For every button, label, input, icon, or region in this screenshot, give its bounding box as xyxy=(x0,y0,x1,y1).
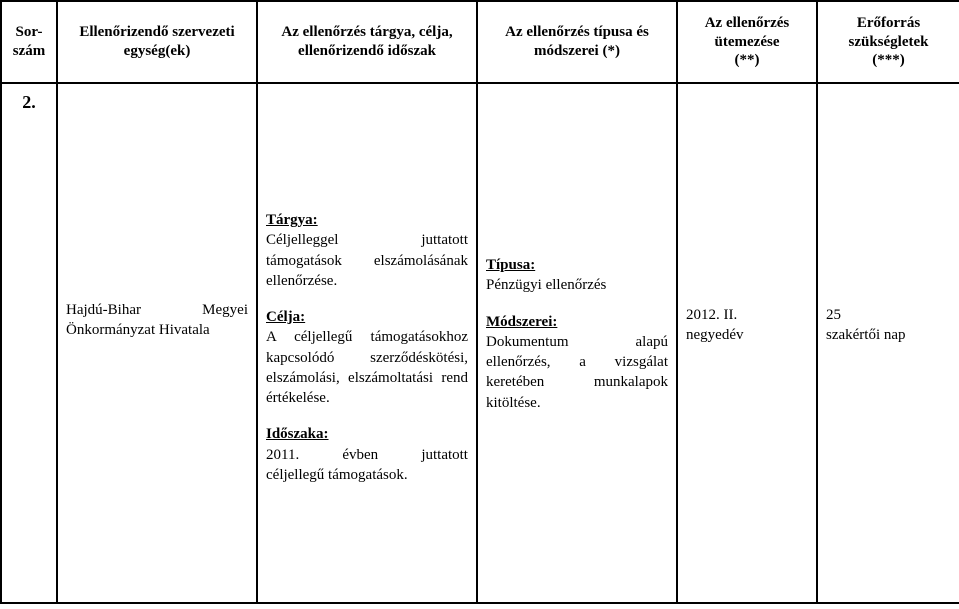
idoszak-l1-mid: évben xyxy=(342,445,378,465)
header-tipus-text: Az ellenőrzés típusa és módszerei (*) xyxy=(505,24,649,59)
szervezet-line2: Önkormányzat Hivatala xyxy=(66,320,248,340)
tipus-text: Pénzügyi ellenőrzés xyxy=(486,275,668,295)
audit-plan-table: Sor- szám Ellenőrizendő szervezeti egysé… xyxy=(0,0,959,604)
szervezet-l1-left: Hajdú-Bihar xyxy=(66,300,141,320)
tipus-label: Típusa: xyxy=(486,255,668,275)
szervezet-l1-right: Megyei xyxy=(202,300,248,320)
table-row: 2. Hajdú-Bihar Megyei Önkormányzat Hivat… xyxy=(1,83,959,603)
cell-eroforr: 25 szakértői nap xyxy=(817,83,959,603)
modszerei-text: ellenőrzés, a vizsgálat keretében munkal… xyxy=(486,352,668,413)
eroforr-line1: 25 xyxy=(826,305,951,325)
targy-l1-left: Céljelleggel xyxy=(266,230,338,250)
cell-utem: 2012. II. negyedév xyxy=(677,83,817,603)
targy-label: Tárgya: xyxy=(266,210,468,230)
idoszak-l1-left: 2011. xyxy=(266,445,299,465)
idoszak-l1-right: juttatott xyxy=(421,445,468,465)
header-targy: Az ellenőrzés tárgya, célja, ellenőrizen… xyxy=(257,1,477,83)
header-targy-text: Az ellenőrzés tárgya, célja, ellenőrizen… xyxy=(281,24,452,59)
mod-l1-right: alapú xyxy=(636,332,668,352)
header-tipus: Az ellenőrzés típusa és módszerei (*) xyxy=(477,1,677,83)
celja-label: Célja: xyxy=(266,307,468,327)
celja-text: A céljellegű támogatásokhoz kapcsolódó s… xyxy=(266,327,468,408)
idoszak-line1: 2011. évben juttatott xyxy=(266,445,468,465)
mod-l1-left: Dokumentum xyxy=(486,332,569,352)
cell-targy: Tárgya: Céljelleggel juttatott támogatás… xyxy=(257,83,477,603)
utem-line2: negyedév xyxy=(686,325,808,345)
table-header-row: Sor- szám Ellenőrizendő szervezeti egysé… xyxy=(1,1,959,83)
header-sorszam: Sor- szám xyxy=(1,1,57,83)
header-eroforr-text: Erőforrás szükségletek (***) xyxy=(849,15,929,69)
header-utem: Az ellenőrzés ütemezése (**) xyxy=(677,1,817,83)
cell-sorszam: 2. xyxy=(1,83,57,603)
header-szervezet-text: Ellenőrizendő szervezeti egység(ek) xyxy=(79,24,234,59)
targy-text: támogatások elszámolásának ellenőrzése. xyxy=(266,251,468,292)
utem-line1: 2012. II. xyxy=(686,305,808,325)
header-utem-text: Az ellenőrzés ütemezése (**) xyxy=(705,15,790,69)
modszerei-line1: Dokumentum alapú xyxy=(486,332,668,352)
targy-line1: Céljelleggel juttatott xyxy=(266,230,468,250)
targy-l1-right: juttatott xyxy=(421,230,468,250)
szervezet-line1: Hajdú-Bihar Megyei xyxy=(66,300,248,320)
sorszam-value: 2. xyxy=(22,92,36,112)
header-sorszam-text: Sor- szám xyxy=(13,24,46,59)
idoszak-line2: céljellegű támogatások. xyxy=(266,465,468,485)
idoszak-label: Időszaka: xyxy=(266,424,468,444)
header-eroforr: Erőforrás szükségletek (***) xyxy=(817,1,959,83)
cell-tipus: Típusa: Pénzügyi ellenőrzés Módszerei: D… xyxy=(477,83,677,603)
modszerei-label: Módszerei: xyxy=(486,312,668,332)
eroforr-line2: szakértői nap xyxy=(826,325,951,345)
cell-szervezet: Hajdú-Bihar Megyei Önkormányzat Hivatala xyxy=(57,83,257,603)
header-szervezet: Ellenőrizendő szervezeti egység(ek) xyxy=(57,1,257,83)
